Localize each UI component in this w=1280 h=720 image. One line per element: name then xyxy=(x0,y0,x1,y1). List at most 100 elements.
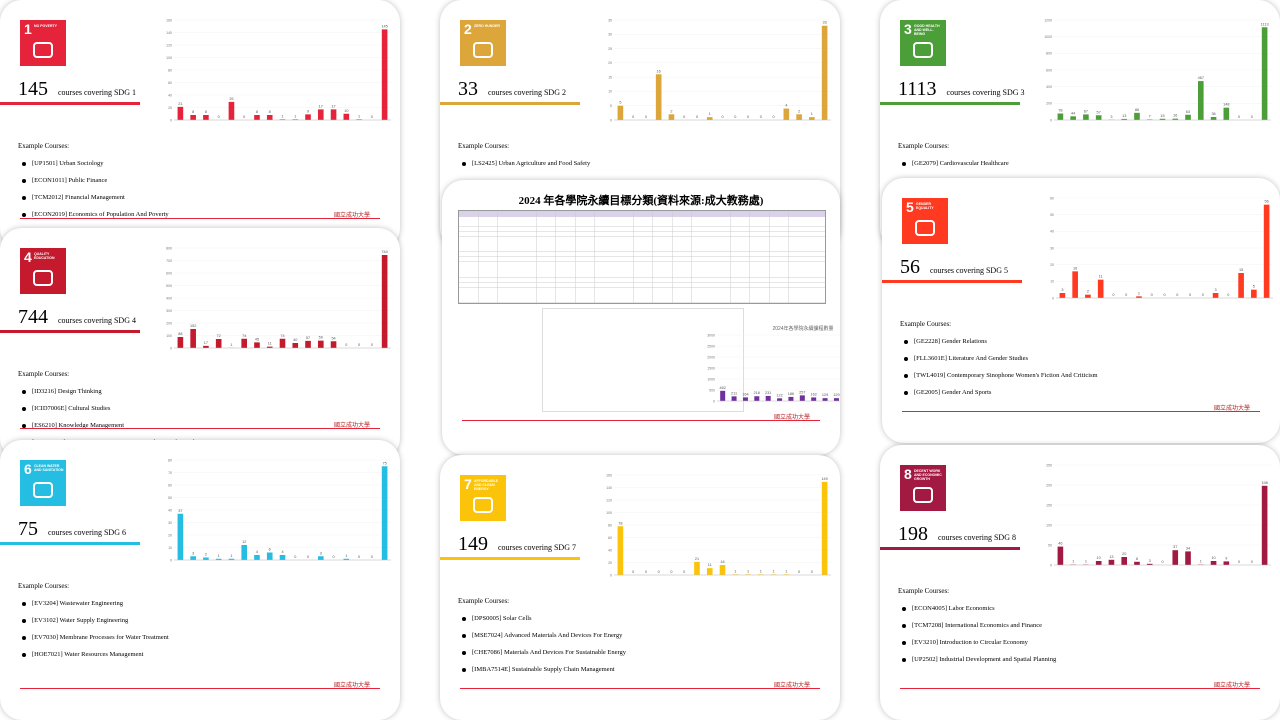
value-label: 0 xyxy=(1112,293,1114,297)
sdg-icon: 4 QUALITY EDUCATION xyxy=(20,248,66,294)
y-tick-label: 0 xyxy=(170,118,172,122)
footer-line xyxy=(20,688,380,689)
bar xyxy=(833,398,839,401)
bar xyxy=(809,117,815,120)
bar xyxy=(343,113,350,120)
y-tick-label: 20 xyxy=(608,561,612,565)
y-tick-label: 140 xyxy=(166,31,172,35)
value-label: 1113 xyxy=(1261,22,1269,26)
course-caption: courses covering SDG 1 xyxy=(58,88,136,97)
bar xyxy=(241,338,248,348)
y-tick-label: 200 xyxy=(1046,483,1052,487)
bar xyxy=(203,345,209,348)
value-label: 129 xyxy=(822,393,828,397)
goal-number: 3 xyxy=(904,21,912,37)
goal-label: AFFORDABLE AND CLEAN ENERGY xyxy=(474,479,499,491)
course-item: [LS2425] Urban Agriculture and Food Safe… xyxy=(462,160,590,167)
y-tick-label: 100 xyxy=(606,511,612,515)
y-tick-label: 40 xyxy=(168,93,172,97)
bar xyxy=(1136,296,1142,298)
goal-label: GOOD HEALTH AND WELL-BEING xyxy=(914,24,940,36)
value-label: 21 xyxy=(178,102,182,106)
course-item: [ID3216] Design Thinking xyxy=(22,388,102,395)
value-label: 211 xyxy=(731,391,737,395)
pictogram xyxy=(473,42,493,58)
sdg-slide: 5 GENDER EQUALITY 56 courses covering SDG 5… xyxy=(882,178,1280,443)
pictogram xyxy=(915,220,935,236)
bar xyxy=(1185,114,1191,120)
pictogram xyxy=(33,270,53,286)
bar xyxy=(765,395,771,401)
value-label: 257 xyxy=(799,390,805,394)
underline xyxy=(882,280,1022,283)
value-label: 8 xyxy=(1136,557,1138,561)
bar xyxy=(799,395,805,401)
y-tick-label: 10 xyxy=(168,546,172,550)
value-label: 0 xyxy=(1189,293,1191,297)
underline xyxy=(0,102,140,105)
sdg-icon: 5 GENDER EQUALITY xyxy=(902,198,948,244)
bar xyxy=(1070,116,1076,120)
value-label: 129 xyxy=(833,393,839,397)
value-label: 0 xyxy=(1202,293,1204,297)
value-label: 145 xyxy=(381,24,387,28)
course-item: [ECON1011] Public Finance xyxy=(22,177,107,184)
value-label: 0 xyxy=(243,115,245,119)
course-count-block: 744 courses covering SDG 4 xyxy=(18,306,136,329)
course-item: [EV3102] Water Supply Engineering xyxy=(22,617,128,624)
bar xyxy=(215,558,222,560)
course-count: 149 xyxy=(458,533,488,555)
course-item: [IMBA7514E] Sustainable Supply Chain Man… xyxy=(462,666,615,673)
value-label: 0 xyxy=(811,570,813,574)
bar xyxy=(1238,273,1244,298)
goal-label: QUALITY EDUCATION xyxy=(34,252,55,260)
y-tick-label: 60 xyxy=(1050,196,1054,200)
bar xyxy=(241,545,248,560)
value-label: 3 xyxy=(320,551,322,555)
value-label: 46 xyxy=(1058,542,1062,546)
examples-heading: Example Courses: xyxy=(898,142,950,150)
bar xyxy=(720,390,726,401)
y-tick-label: 140 xyxy=(606,486,612,490)
bar xyxy=(1095,115,1102,120)
course-item: [CHE7086] Materials And Devices For Sust… xyxy=(462,649,626,656)
y-tick-label: 800 xyxy=(166,246,172,250)
value-label: 148 xyxy=(1223,103,1229,107)
value-label: 54 xyxy=(331,336,335,340)
value-label: 67 xyxy=(1084,109,1088,113)
value-label: 0 xyxy=(1151,293,1153,297)
y-tick-label: 20 xyxy=(1050,263,1054,267)
value-label: 0 xyxy=(1251,560,1253,564)
value-label: 5 xyxy=(1253,285,1255,289)
summary-title: 2024 年各學院永續目標分類(資料來源:成大教務處) xyxy=(518,195,764,207)
value-label: 8 xyxy=(192,110,194,114)
value-label: 2 xyxy=(670,109,672,113)
course-item: [TWL4019] Contemporary Sinophone Women's… xyxy=(904,372,1098,379)
bar xyxy=(381,466,388,560)
course-count-block: 56 courses covering SDG 5 xyxy=(900,256,1008,279)
value-label: 0 xyxy=(1227,293,1229,297)
value-label: 29 xyxy=(229,97,233,101)
logo: 國立成功大學 xyxy=(773,683,810,689)
value-label: 36 xyxy=(1211,112,1215,116)
value-label: 10 xyxy=(1211,556,1215,560)
bar xyxy=(1134,561,1140,565)
logo: 國立成功大學 xyxy=(333,683,370,689)
course-item: [MSE7024] Advanced Materials And Devices… xyxy=(462,632,622,639)
value-label: 462 xyxy=(720,386,726,390)
bar xyxy=(203,557,209,560)
value-label: 0 xyxy=(358,343,360,347)
value-label: 2 xyxy=(798,109,800,113)
value-label: 78 xyxy=(618,521,622,525)
value-label: 1 xyxy=(345,554,347,558)
value-label: 20 xyxy=(1122,552,1126,556)
goal-label: NO POVERTY xyxy=(34,24,57,28)
course-caption: courses covering SDG 5 xyxy=(930,266,1008,275)
y-tick-label: 15 xyxy=(608,75,612,79)
bar xyxy=(215,339,222,348)
bar xyxy=(266,115,273,120)
logo: 國立成功大學 xyxy=(333,423,370,429)
footer-line xyxy=(20,218,380,219)
bar xyxy=(1085,294,1091,298)
